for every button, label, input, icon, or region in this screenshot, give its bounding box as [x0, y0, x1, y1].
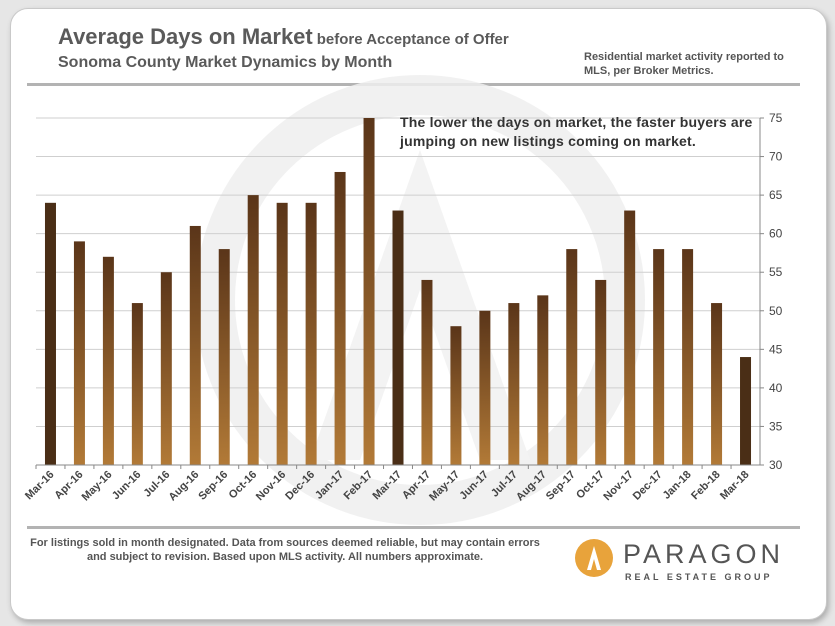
x-tick-label: Feb-18 — [689, 469, 723, 503]
logo-wordmark: PARAGON — [623, 539, 785, 569]
x-tick-label: Nov-16 — [254, 469, 288, 503]
bar-aug-17 — [537, 295, 549, 465]
y-tick-label: 70 — [769, 150, 783, 164]
bar-feb-17 — [363, 118, 375, 465]
bar-jan-18 — [682, 249, 694, 465]
source-note: Residential market activity reported to … — [584, 51, 784, 77]
y-tick-label: 40 — [769, 381, 783, 395]
bar-jun-17 — [479, 310, 491, 465]
bar-sep-17 — [566, 249, 578, 465]
bar-mar-16 — [44, 202, 56, 466]
bar-may-17 — [450, 326, 462, 465]
bar-jul-16 — [160, 272, 172, 465]
chart-title-main: Average Days on Market — [58, 24, 313, 49]
bar-feb-18 — [711, 303, 723, 465]
y-axis: 30 35 40 45 50 55 60 65 70 75 — [36, 111, 783, 472]
bar-jul-17 — [508, 303, 520, 465]
bar-jun-16 — [131, 303, 143, 465]
bar-mar-17 — [392, 210, 404, 465]
bottom-divider — [27, 526, 800, 529]
x-tick-label: Jun-16 — [110, 469, 144, 503]
bar-nov-17 — [624, 210, 636, 465]
x-tick-label: Mar-18 — [718, 469, 752, 503]
x-tick-label: Jan-18 — [661, 469, 694, 502]
y-tick-label: 75 — [769, 111, 783, 125]
bar-dec-16 — [305, 202, 317, 466]
logo-tagline: REAL ESTATE GROUP — [625, 572, 773, 582]
x-tick-label: May-16 — [80, 469, 115, 504]
x-tick-label: Dec-17 — [631, 469, 665, 503]
x-tick-label: Mar-16 — [23, 469, 57, 503]
bar-oct-17 — [595, 279, 607, 465]
bar-apr-16 — [73, 241, 85, 465]
y-tick-label: 65 — [769, 188, 783, 202]
y-tick-label: 55 — [769, 265, 783, 279]
bars — [44, 118, 752, 466]
bar-mar-18 — [740, 357, 752, 465]
chart-annotation: The lower the days on market, the faster… — [400, 114, 753, 149]
chart-subtitle: Sonoma County Market Dynamics by Month — [58, 54, 393, 71]
company-logo: PARAGON REAL ESTATE GROUP — [575, 535, 795, 591]
y-tick-label: 60 — [769, 227, 783, 241]
y-tick-label: 50 — [769, 304, 783, 318]
y-tick-label: 30 — [769, 458, 783, 472]
bar-may-16 — [102, 256, 114, 465]
footnote: For listings sold in month designated. D… — [30, 537, 540, 563]
chart-title: Average Days on Market before Acceptance … — [58, 24, 509, 50]
x-tick-label: Nov-17 — [601, 469, 635, 503]
chart-title-qualifier: before Acceptance of Offer — [316, 31, 509, 48]
bar-dec-17 — [653, 249, 665, 465]
bar-sep-16 — [218, 249, 230, 465]
x-tick-label: Aug-16 — [167, 469, 202, 504]
bar-apr-17 — [421, 279, 433, 465]
bar-oct-16 — [247, 195, 259, 465]
y-tick-label: 45 — [769, 342, 783, 356]
bar-nov-16 — [276, 202, 288, 466]
x-tick-label: Sep-16 — [196, 469, 230, 503]
paragon-a-icon — [575, 539, 613, 577]
y-tick-label: 35 — [769, 419, 783, 433]
bar-aug-16 — [189, 225, 201, 465]
bar-jan-17 — [334, 171, 346, 465]
